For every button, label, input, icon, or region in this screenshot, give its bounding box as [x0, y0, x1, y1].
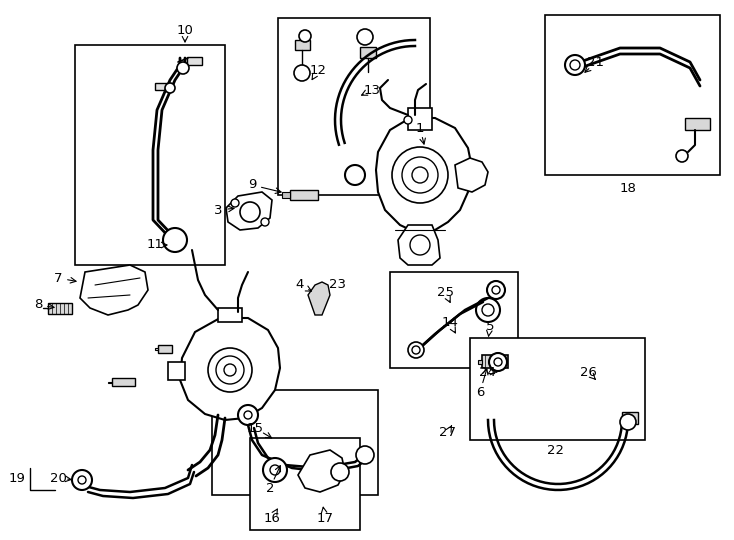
Bar — [108, 382, 112, 383]
Text: 5: 5 — [486, 320, 494, 333]
Bar — [282, 192, 290, 198]
Polygon shape — [455, 158, 488, 192]
Circle shape — [570, 60, 580, 70]
Bar — [218, 308, 242, 322]
Circle shape — [78, 476, 86, 484]
Bar — [685, 118, 710, 130]
Circle shape — [216, 356, 244, 384]
Circle shape — [72, 470, 92, 490]
Text: 16: 16 — [264, 511, 280, 524]
Text: 27: 27 — [440, 426, 457, 438]
Polygon shape — [80, 265, 148, 315]
Text: 11: 11 — [147, 239, 164, 252]
Text: 17: 17 — [316, 511, 333, 524]
Circle shape — [402, 157, 438, 193]
Circle shape — [270, 465, 280, 475]
Text: 23: 23 — [330, 279, 346, 292]
Circle shape — [487, 281, 505, 299]
Circle shape — [356, 446, 374, 464]
Text: 8: 8 — [34, 299, 42, 312]
Bar — [470, 338, 645, 440]
Text: 18: 18 — [619, 181, 636, 194]
Bar — [158, 345, 172, 353]
Circle shape — [208, 348, 252, 392]
Circle shape — [476, 298, 500, 322]
Bar — [545, 15, 720, 175]
Circle shape — [676, 150, 688, 162]
Bar — [168, 362, 185, 380]
Circle shape — [263, 458, 287, 482]
Circle shape — [299, 30, 311, 42]
Circle shape — [482, 304, 494, 316]
Polygon shape — [308, 282, 330, 315]
Polygon shape — [180, 318, 280, 420]
Text: 21: 21 — [587, 56, 605, 69]
Circle shape — [620, 414, 636, 430]
Text: 6: 6 — [476, 386, 484, 399]
Text: 25: 25 — [437, 286, 454, 299]
Polygon shape — [376, 118, 472, 235]
Circle shape — [165, 83, 175, 93]
Text: 19: 19 — [9, 471, 26, 484]
Circle shape — [408, 342, 424, 358]
Bar — [75, 45, 225, 265]
Circle shape — [489, 353, 507, 371]
Text: 10: 10 — [177, 24, 194, 37]
Circle shape — [244, 411, 252, 419]
Circle shape — [392, 147, 448, 203]
Text: 7: 7 — [54, 272, 62, 285]
Bar — [478, 360, 482, 364]
Bar — [112, 378, 135, 386]
Circle shape — [492, 286, 500, 294]
Circle shape — [231, 199, 239, 207]
Text: 4: 4 — [296, 279, 304, 292]
Text: 2: 2 — [266, 482, 275, 495]
Text: 26: 26 — [580, 366, 597, 379]
Bar — [48, 303, 72, 314]
Circle shape — [412, 346, 420, 354]
Bar — [408, 108, 432, 130]
Circle shape — [410, 235, 430, 255]
Bar — [622, 412, 638, 424]
Text: 9: 9 — [248, 179, 256, 192]
Bar — [360, 47, 376, 58]
Bar — [568, 58, 580, 66]
Circle shape — [331, 463, 349, 481]
Bar — [278, 18, 430, 195]
Circle shape — [294, 65, 310, 81]
Circle shape — [357, 29, 373, 45]
Text: 20: 20 — [50, 471, 67, 484]
Circle shape — [404, 116, 412, 124]
Text: 12: 12 — [310, 64, 327, 77]
Bar — [250, 438, 360, 530]
Bar — [390, 272, 518, 368]
Bar — [295, 40, 310, 50]
Polygon shape — [398, 225, 440, 265]
Circle shape — [565, 55, 585, 75]
Circle shape — [261, 218, 269, 226]
Text: 3: 3 — [214, 204, 222, 217]
Polygon shape — [298, 450, 345, 492]
Circle shape — [412, 167, 428, 183]
Bar — [482, 355, 508, 368]
Circle shape — [224, 364, 236, 376]
Bar — [290, 190, 318, 200]
Text: 1: 1 — [415, 122, 424, 134]
Bar — [155, 83, 170, 90]
Circle shape — [163, 228, 187, 252]
Circle shape — [238, 405, 258, 425]
Text: 13: 13 — [363, 84, 380, 97]
Circle shape — [240, 202, 260, 222]
Text: 14: 14 — [442, 316, 459, 329]
Text: 15: 15 — [247, 422, 264, 435]
Circle shape — [494, 358, 502, 366]
Polygon shape — [226, 192, 272, 230]
Circle shape — [177, 62, 189, 74]
Bar — [212, 390, 378, 495]
Bar — [187, 57, 202, 65]
Text: 22: 22 — [547, 443, 564, 456]
Circle shape — [345, 165, 365, 185]
Bar — [155, 348, 158, 350]
Text: 24: 24 — [479, 366, 495, 379]
